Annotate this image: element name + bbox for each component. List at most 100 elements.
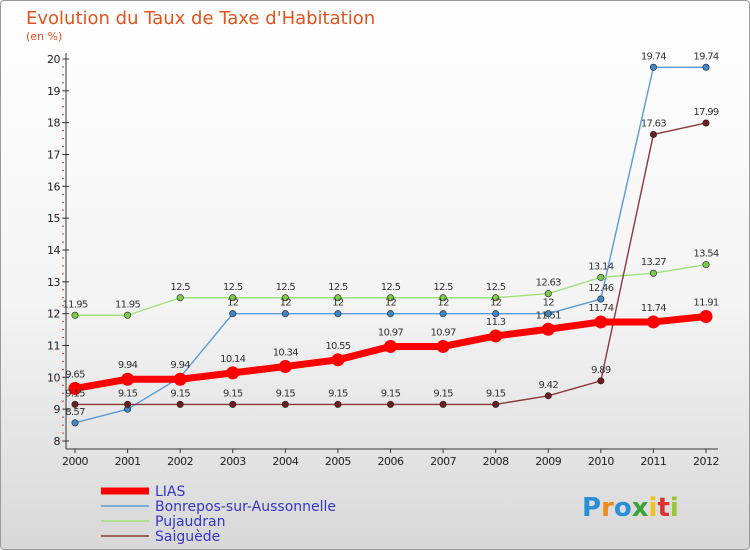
- data-point-saigu-de: [597, 377, 605, 385]
- data-label: 10.55: [325, 341, 350, 352]
- data-point-lias: [699, 310, 713, 324]
- data-point-lias: [436, 339, 450, 353]
- legend-label-saigu-de: Saiguède: [155, 529, 220, 545]
- data-point-lias: [278, 360, 292, 374]
- data-point-lias: [121, 372, 135, 386]
- y-tick-label: 12: [47, 308, 60, 321]
- y-tick-label: 20: [47, 53, 60, 66]
- data-point-pujaudran: [649, 269, 657, 277]
- data-label: 11.95: [115, 299, 140, 310]
- data-label: 12.5: [381, 282, 401, 293]
- data-point-bonrepos-sur-aussonnelle: [439, 310, 447, 318]
- y-tick-label: 19: [47, 85, 60, 98]
- data-point-bonrepos-sur-aussonnelle: [649, 63, 657, 71]
- logo-letter: P: [582, 493, 601, 523]
- legend-label-pujaudran: Pujaudran: [155, 514, 226, 530]
- x-tick-label: 2009: [535, 455, 561, 468]
- data-point-saigu-de: [176, 400, 184, 408]
- data-label: 12.5: [170, 282, 190, 293]
- y-tick-label: 14: [47, 244, 60, 257]
- data-label: 13.27: [641, 257, 666, 268]
- data-point-bonrepos-sur-aussonnelle: [229, 310, 237, 318]
- data-label: 12.46: [588, 283, 613, 294]
- data-point-saigu-de: [492, 400, 500, 408]
- data-label: 12: [385, 298, 397, 309]
- data-point-saigu-de: [281, 400, 289, 408]
- data-point-saigu-de: [544, 392, 552, 400]
- x-tick-label: 2006: [378, 455, 404, 468]
- data-point-pujaudran: [492, 294, 500, 302]
- data-label: 12: [490, 298, 502, 309]
- data-point-lias: [646, 315, 660, 329]
- data-label: 9.15: [170, 388, 190, 399]
- data-point-pujaudran: [702, 261, 710, 269]
- axes: 8 9 10 11 12 13 14 15 16 17 18 19 20 2000 2001 2002 2003…: [47, 53, 720, 468]
- data-point-pujaudran: [176, 294, 184, 302]
- data-label: 9.15: [328, 388, 348, 399]
- data-label: 12: [332, 298, 344, 309]
- data-label: 12.5: [223, 282, 243, 293]
- data-label: 12: [280, 298, 292, 309]
- data-point-bonrepos-sur-aussonnelle: [702, 63, 710, 71]
- data-label: 11.74: [588, 303, 613, 314]
- data-point-lias: [68, 381, 82, 395]
- data-point-pujaudran: [544, 290, 552, 298]
- data-label: 17.99: [693, 107, 718, 118]
- x-tick-label: 2002: [167, 455, 193, 468]
- data-label: 11.95: [62, 299, 87, 310]
- logo-letter: t: [657, 493, 669, 523]
- data-point-lias: [489, 329, 503, 343]
- x-tick-label: 2005: [325, 455, 351, 468]
- data-label: 9.15: [276, 388, 296, 399]
- data-label: 9.42: [539, 380, 559, 391]
- data-label: 12.5: [486, 282, 506, 293]
- data-point-bonrepos-sur-aussonnelle: [71, 419, 79, 427]
- data-point-bonrepos-sur-aussonnelle: [386, 310, 394, 318]
- legend: LIASBonrepos-sur-AussonnellePujaudranSai…: [101, 484, 336, 545]
- data-label: 13.14: [588, 261, 613, 272]
- data-label: 12.63: [536, 278, 561, 289]
- data-point-pujaudran: [229, 294, 237, 302]
- logo-letter: o: [614, 493, 632, 523]
- data-label: 13.54: [693, 249, 718, 260]
- data-point-bonrepos-sur-aussonnelle: [281, 310, 289, 318]
- proxiti-wordmark: Proxiti: [582, 493, 679, 523]
- y-tick-label: 8: [54, 435, 61, 448]
- legend-label-lias: LIAS: [155, 484, 186, 500]
- data-label: 11.3: [486, 317, 506, 328]
- series-layer: [68, 63, 713, 427]
- data-label: 10.14: [220, 354, 245, 365]
- chart-title: Evolution du Taux de Taxe d'Habitation: [26, 8, 375, 29]
- data-point-lias: [384, 339, 397, 353]
- y-tick-label: 13: [47, 276, 60, 289]
- data-label: 9.15: [223, 388, 243, 399]
- data-point-lias: [331, 353, 345, 367]
- y-tick-label: 9: [54, 403, 61, 416]
- data-label: 19.74: [641, 51, 666, 62]
- data-label: 17.63: [641, 118, 666, 129]
- data-point-pujaudran: [124, 311, 132, 319]
- data-label: 11.74: [641, 303, 666, 314]
- logo-letter: r: [601, 493, 614, 523]
- data-label: 11.51: [536, 310, 561, 321]
- x-tick-label: 2008: [483, 455, 509, 468]
- data-point-bonrepos-sur-aussonnelle: [334, 310, 342, 318]
- y-tick-label: 16: [47, 180, 60, 193]
- data-label: 9.15: [486, 388, 506, 399]
- data-point-saigu-de: [229, 400, 237, 408]
- data-label: 12: [437, 298, 449, 309]
- y-tick-label: 15: [47, 212, 60, 225]
- data-label: 9.94: [170, 360, 190, 371]
- data-point-bonrepos-sur-aussonnelle: [597, 295, 605, 303]
- data-point-bonrepos-sur-aussonnelle: [544, 310, 552, 318]
- chart-subtitle: (en %): [26, 30, 62, 43]
- x-tick-label: 2004: [272, 455, 298, 468]
- data-label: 9.15: [381, 388, 401, 399]
- x-tick-label: 2010: [588, 455, 614, 468]
- x-tick-label: 2007: [430, 455, 456, 468]
- data-point-pujaudran: [597, 273, 605, 281]
- data-label: 9.15: [118, 388, 138, 399]
- y-tick-label: 11: [47, 340, 60, 353]
- data-label: 9.15: [433, 388, 453, 399]
